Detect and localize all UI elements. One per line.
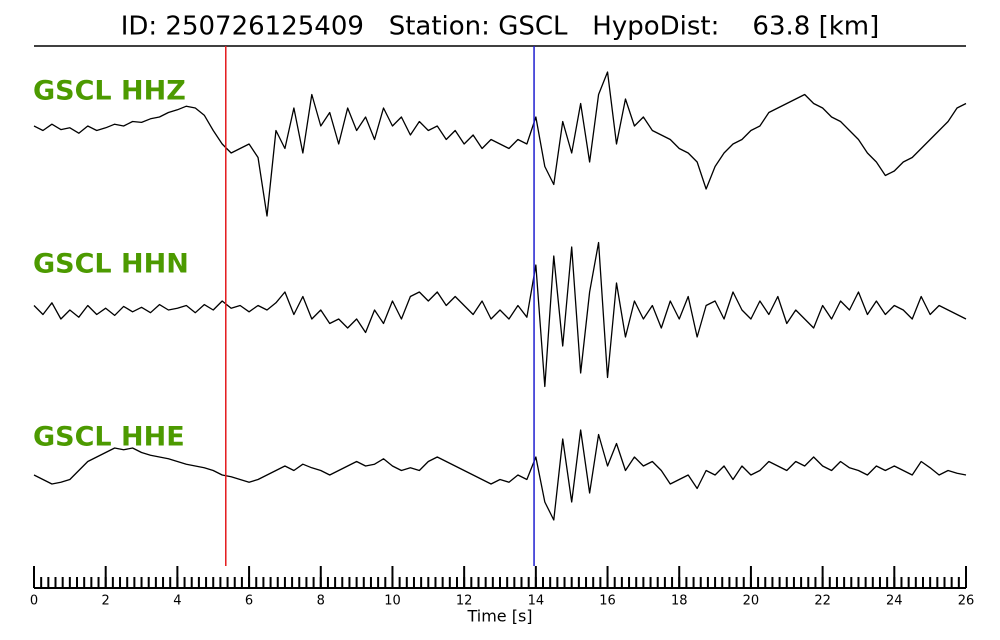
trace: [33, 429, 967, 521]
x-tick-label: 4: [173, 594, 181, 609]
x-tick-label: 14: [528, 594, 545, 609]
x-tick-label: 8: [317, 594, 325, 609]
chart-title: ID: 250726125409 Station: GSCL HypoDist:…: [121, 12, 880, 42]
x-tick-label: 20: [743, 594, 760, 609]
x-tick-label: 6: [245, 594, 253, 609]
x-tick-label: 22: [814, 594, 831, 609]
trace: [33, 241, 967, 388]
x-tick-label: 12: [456, 594, 473, 609]
trace-name: GSCL HHN: [33, 249, 189, 280]
trace: [33, 71, 967, 217]
trace-name: GSCL HHZ: [33, 76, 186, 107]
x-tick-label: 26: [958, 594, 975, 609]
trace-name: GSCL HHE: [33, 422, 185, 453]
x-tick-label: 10: [384, 594, 401, 609]
x-tick-label: 16: [599, 594, 616, 609]
x-tick-label: 24: [886, 594, 903, 609]
x-axis-label: Time [s]: [466, 607, 532, 626]
x-tick-label: 2: [102, 594, 110, 609]
x-tick-label: 18: [671, 594, 688, 609]
x-tick-label: 0: [30, 594, 38, 609]
